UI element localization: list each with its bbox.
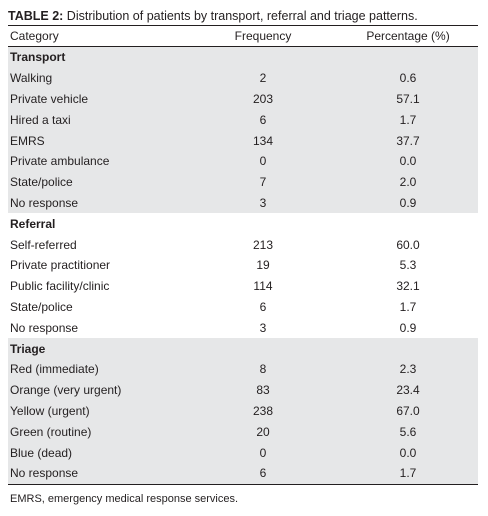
table-row: No response 3 0.9	[8, 317, 478, 338]
cell-category: No response	[8, 462, 188, 485]
cell-frequency: 3	[259, 195, 267, 210]
cell-percentage: 60.0	[396, 237, 420, 252]
cell-category: Yellow (urgent)	[10, 403, 90, 418]
table-row: Walking 2 0.6	[8, 67, 478, 89]
cell-percentage: 32.1	[396, 279, 420, 294]
table-row: State/police 7 2.0	[8, 171, 478, 193]
cell-percentage: 1.7	[338, 462, 478, 485]
cell-frequency: 6	[259, 112, 267, 127]
section-transport: Transport Walking 2 0.6 Private vehicle …	[8, 46, 478, 214]
cell-frequency: 83	[256, 383, 270, 398]
cell-category: Public facility/clinic	[10, 279, 110, 294]
table-caption-text: Distribution of patients by transport, r…	[63, 9, 418, 23]
cell-category: Green (routine)	[10, 424, 92, 439]
table-figure: TABLE 2: Distribution of patients by tra…	[8, 0, 478, 505]
cell-frequency: 7	[259, 175, 267, 190]
cell-category: Hired a taxi	[10, 112, 71, 127]
cell-percentage: 0.9	[399, 320, 417, 335]
cell-category: No response	[10, 320, 79, 335]
table-row: Self-referred 213 60.0	[8, 234, 478, 255]
cell-percentage: 0.0	[399, 154, 417, 169]
table-row: Orange (very urgent) 83 23.4	[8, 379, 478, 401]
table-row: Green (routine) 20 5.6	[8, 421, 478, 443]
cell-percentage: 67.0	[396, 403, 420, 418]
table-row: Public facility/clinic 114 32.1	[8, 276, 478, 297]
cell-category: Walking	[10, 71, 53, 86]
cell-category: EMRS	[10, 133, 45, 148]
cell-frequency: 203	[252, 91, 274, 106]
section-referral: Referral Self-referred 213 60.0 Private …	[8, 213, 478, 338]
table-header-row: Category Frequency Percentage (%)	[8, 25, 478, 47]
cell-percentage: 0.0	[399, 445, 417, 460]
cell-frequency: 114	[253, 279, 273, 294]
cell-percentage: 1.7	[399, 299, 417, 314]
section-title-row: Transport	[8, 46, 478, 68]
table-row: Red (immediate) 8 2.3	[8, 358, 478, 380]
section-title-row: Referral	[8, 213, 478, 234]
cell-frequency: 19	[256, 258, 270, 273]
cell-percentage: 5.3	[399, 258, 417, 273]
cell-percentage: 23.4	[396, 383, 420, 398]
cell-frequency: 8	[259, 362, 267, 377]
table-row: No response 3 0.9	[8, 192, 478, 214]
cell-percentage: 0.6	[399, 71, 417, 86]
table-row: EMRS 134 37.7	[8, 130, 478, 151]
cell-percentage: 5.6	[399, 424, 417, 439]
table-row: Hired a taxi 6 1.7	[8, 109, 478, 131]
table-row: State/police 6 1.7	[8, 297, 478, 318]
cell-category: State/police	[10, 175, 73, 190]
section-title-row: Triage	[8, 338, 478, 359]
cell-frequency: 6	[259, 299, 267, 314]
cell-frequency: 20	[256, 424, 270, 439]
cell-frequency: 134	[252, 133, 274, 148]
table-caption-lead: TABLE 2:	[8, 9, 64, 23]
cell-frequency: 0	[259, 445, 267, 460]
cell-frequency: 238	[252, 403, 274, 418]
cell-frequency: 3	[259, 320, 267, 335]
cell-frequency: 0	[259, 154, 267, 169]
cell-percentage: 57.1	[396, 91, 420, 106]
table-row: Private ambulance 0 0.0	[8, 150, 478, 172]
section-triage: Triage Red (immediate) 8 2.3 Orange (ver…	[8, 338, 478, 485]
cell-percentage: 0.9	[399, 195, 417, 210]
cell-category: Private practitioner	[10, 258, 111, 273]
section-title: Triage	[10, 341, 46, 356]
section-title: Referral	[10, 216, 56, 231]
header-category: Category	[8, 25, 188, 47]
cell-percentage: 2.0	[399, 175, 417, 190]
cell-percentage: 37.7	[396, 133, 420, 148]
cell-category: No response	[10, 195, 79, 210]
table-row: Private practitioner 19 5.3	[8, 255, 478, 276]
cell-category: State/police	[10, 299, 73, 314]
cell-category: Private vehicle	[10, 91, 89, 106]
header-frequency: Frequency	[188, 25, 338, 47]
cell-category: Self-referred	[10, 237, 77, 252]
table-row: Blue (dead) 0 0.0	[8, 442, 478, 463]
cell-frequency: 2	[259, 71, 267, 86]
cell-category: Orange (very urgent)	[10, 383, 122, 398]
cell-frequency: 6	[188, 462, 338, 485]
cell-frequency: 213	[252, 237, 274, 252]
table-row: Private vehicle 203 57.1	[8, 88, 478, 110]
section-title: Transport	[10, 50, 66, 65]
cell-category: Red (immediate)	[10, 362, 99, 377]
cell-percentage: 2.3	[399, 362, 417, 377]
cell-category: Private ambulance	[10, 154, 110, 169]
cell-percentage: 1.7	[399, 112, 417, 127]
table-caption: TABLE 2: Distribution of patients by tra…	[8, 8, 478, 25]
cell-category: Blue (dead)	[10, 445, 73, 460]
distribution-table: Category Frequency Percentage (%) Transp…	[8, 25, 478, 485]
table-footnote: EMRS, emergency medical response service…	[10, 492, 239, 505]
table-row: Yellow (urgent) 238 67.0	[8, 400, 478, 422]
header-percentage: Percentage (%)	[338, 25, 478, 47]
table-row: No response 6 1.7	[8, 462, 478, 485]
